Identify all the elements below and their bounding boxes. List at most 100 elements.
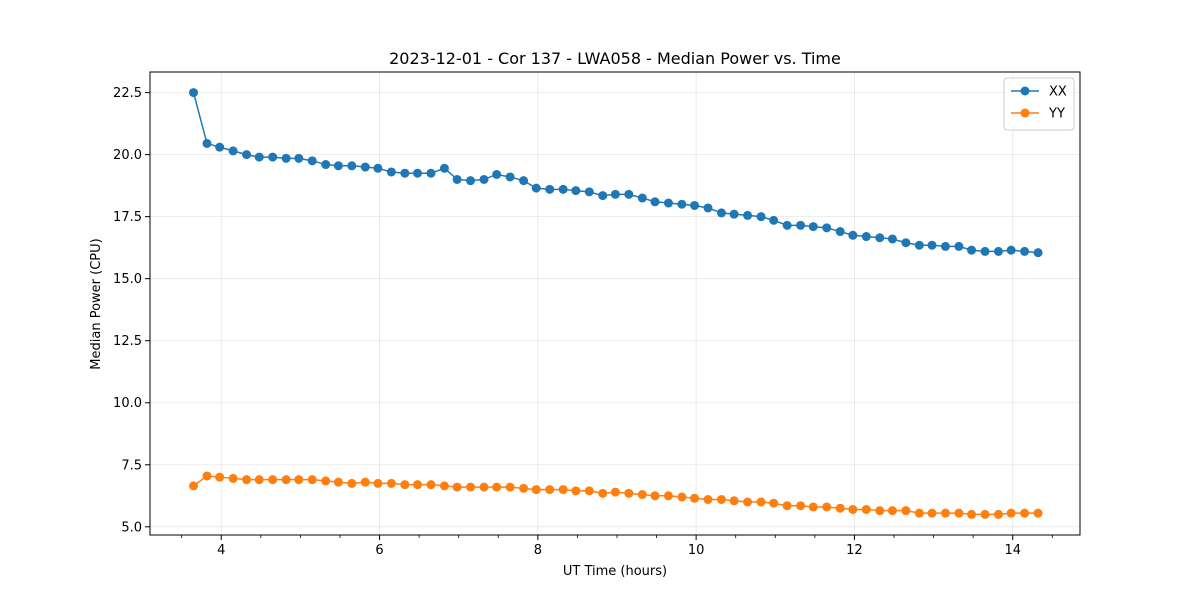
data-point-yy (1033, 508, 1043, 518)
x-tick-label: 12 (846, 543, 863, 558)
data-point-yy (901, 506, 911, 516)
data-point-yy (927, 508, 937, 518)
data-point-xx (875, 233, 885, 243)
data-point-xx (228, 146, 238, 156)
data-point-xx (782, 220, 792, 230)
data-point-xx (413, 168, 423, 178)
data-point-xx (333, 161, 343, 171)
data-point-xx (531, 183, 541, 193)
data-point-yy (848, 504, 858, 514)
data-point-yy (1006, 508, 1016, 518)
data-point-yy (268, 475, 278, 485)
x-axis-label: UT Time (hours) (563, 564, 667, 579)
data-point-yy (242, 475, 252, 485)
data-point-xx (1020, 246, 1030, 256)
x-tick-label: 10 (688, 543, 705, 558)
data-point-xx (202, 138, 212, 148)
data-point-yy (887, 506, 897, 516)
data-point-xx (189, 88, 199, 98)
data-point-xx (716, 208, 726, 218)
x-tick-label: 14 (1004, 543, 1021, 558)
x-tick-label: 4 (217, 543, 225, 558)
data-point-yy (743, 497, 753, 507)
data-point-xx (967, 245, 977, 255)
legend-marker-xx (1020, 86, 1030, 96)
data-point-yy (413, 480, 423, 490)
data-point-xx (400, 168, 410, 178)
data-point-xx (927, 240, 937, 250)
data-point-xx (307, 156, 317, 166)
data-point-yy (1020, 508, 1030, 518)
data-point-xx (743, 210, 753, 220)
data-point-yy (519, 483, 529, 493)
data-point-yy (452, 482, 462, 492)
data-point-yy (439, 481, 449, 491)
data-point-yy (914, 508, 924, 518)
data-point-xx (439, 163, 449, 173)
data-point-yy (663, 491, 673, 501)
y-tick-label: 22.5 (113, 86, 142, 101)
data-point-yy (703, 495, 713, 505)
data-point-yy (782, 501, 792, 511)
data-point-yy (360, 477, 370, 487)
legend-label-xx: XX (1049, 85, 1067, 100)
data-point-yy (624, 488, 634, 498)
data-point-xx (940, 241, 950, 251)
legend-marker-yy (1020, 108, 1030, 118)
data-point-xx (650, 197, 660, 207)
data-point-yy (980, 509, 990, 519)
data-point-xx (268, 152, 278, 162)
data-point-yy (347, 478, 357, 488)
data-point-yy (729, 496, 739, 506)
x-tick-label: 8 (534, 543, 542, 558)
data-point-xx (360, 162, 370, 172)
y-tick-label: 7.5 (121, 458, 142, 473)
data-point-xx (993, 246, 1003, 256)
data-point-yy (610, 487, 620, 497)
data-point-yy (386, 478, 396, 488)
data-point-yy (940, 508, 950, 518)
data-point-xx (386, 167, 396, 177)
data-point-xx (835, 227, 845, 237)
data-point-yy (558, 485, 568, 495)
data-point-yy (584, 486, 594, 496)
data-point-xx (426, 168, 436, 178)
y-tick-label: 20.0 (113, 148, 142, 163)
data-point-xx (1006, 245, 1016, 255)
data-point-xx (545, 184, 555, 194)
data-point-xx (690, 200, 700, 210)
data-point-yy (993, 509, 1003, 519)
data-point-yy (466, 482, 476, 492)
data-point-xx (861, 232, 871, 242)
data-point-xx (756, 212, 766, 222)
data-point-yy (756, 497, 766, 507)
data-point-yy (808, 502, 818, 512)
data-point-xx (281, 153, 291, 163)
data-point-yy (400, 480, 410, 490)
data-point-xx (954, 241, 964, 251)
data-point-yy (189, 481, 199, 491)
data-point-yy (254, 475, 264, 485)
data-point-yy (571, 486, 581, 496)
data-point-yy (545, 485, 555, 495)
data-point-yy (479, 482, 489, 492)
data-point-yy (228, 473, 238, 483)
chart-title: 2023-12-01 - Cor 137 - LWA058 - Median P… (389, 49, 841, 68)
data-point-yy (716, 495, 726, 505)
data-point-yy (598, 488, 608, 498)
data-point-yy (215, 472, 225, 482)
data-point-xx (729, 209, 739, 219)
data-point-xx (598, 191, 608, 201)
data-point-yy (426, 480, 436, 490)
data-point-xx (822, 223, 832, 233)
data-point-xx (610, 189, 620, 199)
data-point-yy (769, 498, 779, 508)
data-point-xx (519, 176, 529, 186)
series-layer (189, 88, 1043, 519)
data-point-yy (967, 509, 977, 519)
data-point-yy (677, 492, 687, 502)
data-point-yy (861, 504, 871, 514)
data-point-yy (373, 478, 383, 488)
data-point-xx (637, 193, 647, 203)
